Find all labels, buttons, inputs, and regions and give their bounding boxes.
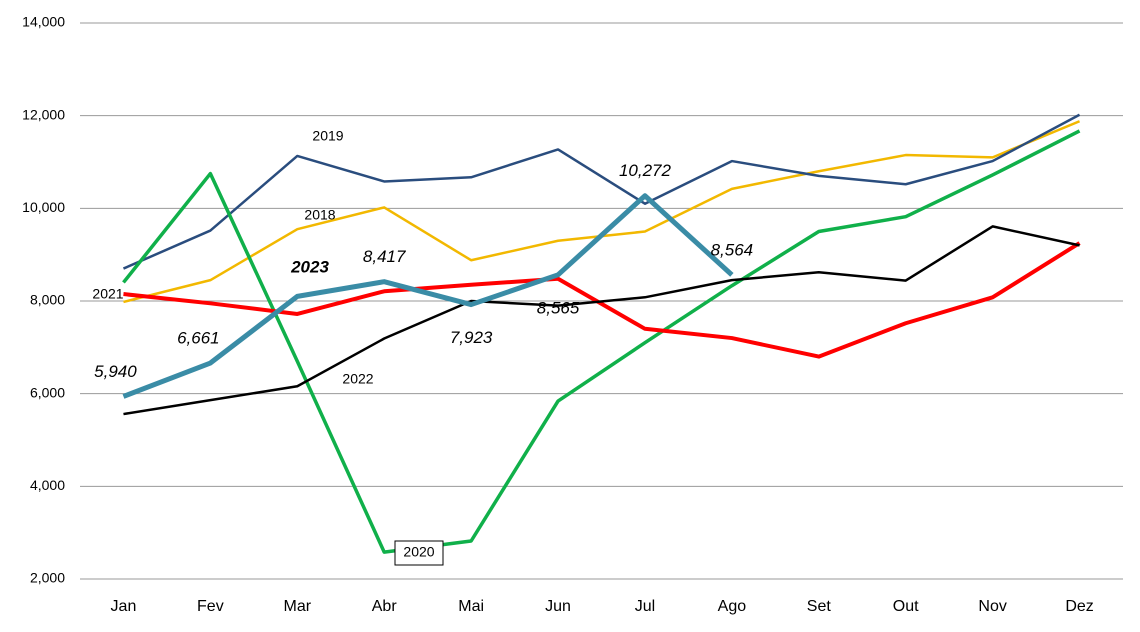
data-label: 5,940	[94, 362, 137, 381]
series-name-label: 2020	[403, 544, 434, 560]
x-tick-label: Mai	[458, 598, 484, 615]
x-tick-label: Abr	[372, 598, 398, 615]
y-tick-label: 2,000	[30, 570, 65, 586]
series-line	[123, 241, 1081, 359]
y-tick-label: 10,000	[22, 199, 65, 215]
series-line	[123, 120, 1081, 304]
data-label: 6,661	[177, 329, 220, 348]
x-tick-label: Mar	[284, 598, 312, 615]
x-tick-label: Ago	[718, 598, 747, 615]
y-tick-label: 8,000	[30, 292, 65, 308]
series-name-label: 2019	[312, 128, 343, 144]
data-label: 8,565	[537, 298, 580, 317]
x-tick-label: Nov	[978, 598, 1006, 615]
series-name-label: 2023	[290, 257, 329, 276]
y-tick-label: 12,000	[22, 106, 65, 122]
data-label: 8,564	[711, 240, 754, 259]
series-line	[122, 129, 1081, 554]
x-tick-label: Jul	[635, 598, 655, 615]
x-tick-label: Jun	[545, 598, 571, 615]
series-name-label: 2021	[92, 286, 123, 302]
series-name-label: 2022	[342, 371, 373, 387]
label-box	[394, 540, 444, 566]
data-label: 10,272	[619, 161, 672, 180]
data-label: 8,417	[363, 247, 406, 266]
series-line	[122, 193, 734, 399]
y-tick-label: 14,000	[22, 14, 65, 30]
data-label: 7,923	[450, 328, 493, 347]
x-tick-label: Dez	[1065, 598, 1093, 615]
y-tick-label: 6,000	[30, 384, 65, 400]
x-tick-label: Out	[893, 598, 919, 615]
series-name-label: 2018	[304, 207, 335, 223]
series-line	[123, 225, 1080, 416]
x-tick-label: Jan	[111, 598, 137, 615]
series-line	[122, 113, 1081, 270]
x-tick-label: Fev	[197, 598, 224, 615]
x-tick-label: Set	[807, 598, 832, 615]
y-tick-label: 4,000	[30, 477, 65, 493]
